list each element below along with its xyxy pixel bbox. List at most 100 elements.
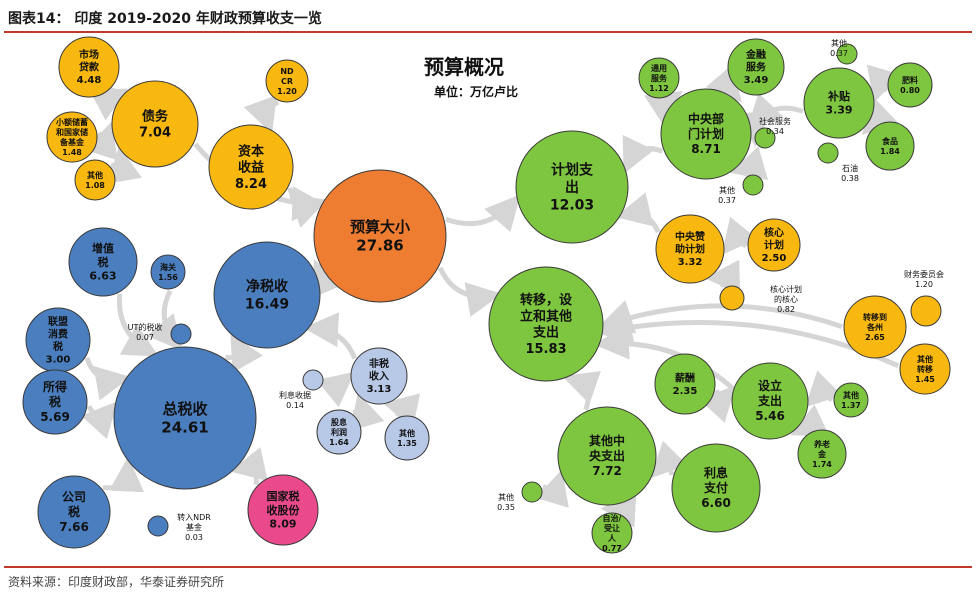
bubble-label-marketLoans: 贷款 xyxy=(78,61,100,74)
bubble-label-otherCentralExp: 其他中 xyxy=(589,433,625,448)
flow-arrow-food-to-subsidy xyxy=(861,98,899,136)
bubble-label-pension: 金 xyxy=(817,449,827,459)
bubble-label-nonTax: 收入 xyxy=(369,370,389,383)
bubble-value-otherCentralExp: 7.72 xyxy=(592,464,622,478)
bubble-circle-stateShare xyxy=(247,474,319,546)
bubble-value-capital: 8.24 xyxy=(235,177,267,192)
bubble-label-otherNT: 其他 xyxy=(399,428,415,438)
bubble-label-totalTax: 总税收 xyxy=(162,400,207,418)
bubble-value-marketLoans: 4.48 xyxy=(77,75,102,86)
bubble-label-autonomous: 人 xyxy=(608,533,617,543)
bubble-value-subsidy: 3.39 xyxy=(825,104,852,117)
bubble-label-planned: 计划支 xyxy=(551,161,594,178)
bubble-label-vat: 税 xyxy=(98,255,109,269)
bubble-circle-corp xyxy=(37,475,111,549)
bubble-value-otherCentral: 0.37 xyxy=(718,196,736,205)
bubble-label-coreOfCore: 核心计划 xyxy=(770,284,802,294)
bubble-circle-ndcr xyxy=(265,59,309,103)
flow-arrow-establishment-to-transfers xyxy=(593,324,734,390)
bubble-label-core: 计划 xyxy=(764,239,784,252)
flow-arrow-unionExcise-to-totalTax xyxy=(84,356,131,401)
bubble-label-centralSponsored: 助计划 xyxy=(675,243,705,256)
bubble-label-centralSponsored: 中央赞 xyxy=(675,230,705,243)
bubble-circle-fertilizer xyxy=(887,62,933,108)
bubble-label-unionExcise: 税 xyxy=(53,340,63,353)
bubble-label-petroleum: 石油 xyxy=(842,163,858,173)
bubble-label-transfers: 支出 xyxy=(532,325,559,341)
bubble-circle-transferState xyxy=(843,295,907,359)
bubble-otherSmall: 其他0.35 xyxy=(497,481,543,512)
bubble-value-ut: 0.07 xyxy=(136,333,154,342)
header: 图表14： 印度 2019-2020 年财政预算收支一览 xyxy=(0,0,977,34)
bubble-circle-otherCentralExp xyxy=(557,406,657,506)
bubble-label-dividend: 股息 xyxy=(331,417,347,427)
flow-arrow-income-to-totalTax xyxy=(80,401,118,440)
bubble-label-income: 税 xyxy=(49,394,61,409)
bubble-circle-customs xyxy=(150,254,186,290)
bubble-value-otherTransfer: 1.45 xyxy=(915,375,935,384)
flow-arrow-otherNT-to-nonTax xyxy=(382,393,421,428)
source-note: 资料来源：印度财政部，华泰证券研究所 xyxy=(8,575,225,589)
bubble-subsidy: 补贴3.39 xyxy=(803,67,875,139)
bubble-label-transfers: 转移，设 xyxy=(520,292,573,308)
flow-arrow-otherDebt-to-debt xyxy=(107,146,142,184)
footer-rule xyxy=(4,566,972,568)
bubble-value-salary: 2.35 xyxy=(673,386,698,397)
bubble-circle-marketLoans xyxy=(58,36,120,98)
bubble-circle-interestRec xyxy=(302,369,324,391)
bubble-label-transferState: 各州 xyxy=(866,322,883,332)
bubble-label-unionExcise: 消费 xyxy=(48,327,68,340)
bubble-circle-transfers xyxy=(488,266,604,382)
bubble-value-core: 2.50 xyxy=(762,253,787,264)
bubble-label-otherSmall: 其他 xyxy=(498,492,514,502)
flow-arrow-ndcr-to-capital xyxy=(243,95,280,134)
bubble-value-central: 8.71 xyxy=(691,142,721,156)
bubble-circle-otherEst xyxy=(833,382,869,418)
bubble-label-general: 服务 xyxy=(651,73,668,83)
flow-arrow-fertilizer-to-subsidy xyxy=(866,64,901,104)
bubble-circle-otherSub xyxy=(836,43,858,65)
bubble-label-financial: 服务 xyxy=(746,61,767,74)
bubble-label-otherCentral: 其他 xyxy=(719,185,735,195)
bubble-value-ndcr: 1.20 xyxy=(277,87,297,96)
bubble-circle-autonomous xyxy=(591,512,633,554)
bubble-label-vat: 增值 xyxy=(92,241,114,255)
flow-arrow-nonTax-to-netTax xyxy=(303,312,358,360)
bubble-circle-otherTransfer xyxy=(899,343,951,395)
bubble-label-transferState: 转移到 xyxy=(863,312,887,322)
flow-arrow-dividend-to-nonTax xyxy=(350,392,385,431)
bubble-label-unionExcise: 联盟 xyxy=(48,315,68,328)
bubble-label-food: 食品 xyxy=(882,136,898,146)
bubble-circle-social xyxy=(754,127,776,149)
bubble-circle-planned xyxy=(515,130,629,244)
bubble-value-coreOfCore: 0.82 xyxy=(777,305,795,314)
bubble-label-smallSavings: 备基金 xyxy=(59,137,85,147)
bubble-value-income: 5.69 xyxy=(40,410,70,424)
bubble-label-autonomous: 自治/ xyxy=(603,513,622,523)
flow-arrow-financial-to-central xyxy=(705,64,742,103)
bubble-label-subsidy: 补贴 xyxy=(827,89,850,103)
bubble-otherSub: 其他0.37 xyxy=(830,38,858,65)
bubble-value-customs: 1.56 xyxy=(158,273,178,282)
bubble-value-corp: 7.66 xyxy=(59,520,89,534)
flow-arrow-general-to-central xyxy=(643,90,683,125)
bubble-circle-general xyxy=(638,57,680,99)
flow-arrow-budget-to-planned xyxy=(445,194,521,233)
flow-arrow-vat-to-totalTax xyxy=(116,293,159,357)
bubble-label-fertilizer: 肥料 xyxy=(902,75,918,85)
